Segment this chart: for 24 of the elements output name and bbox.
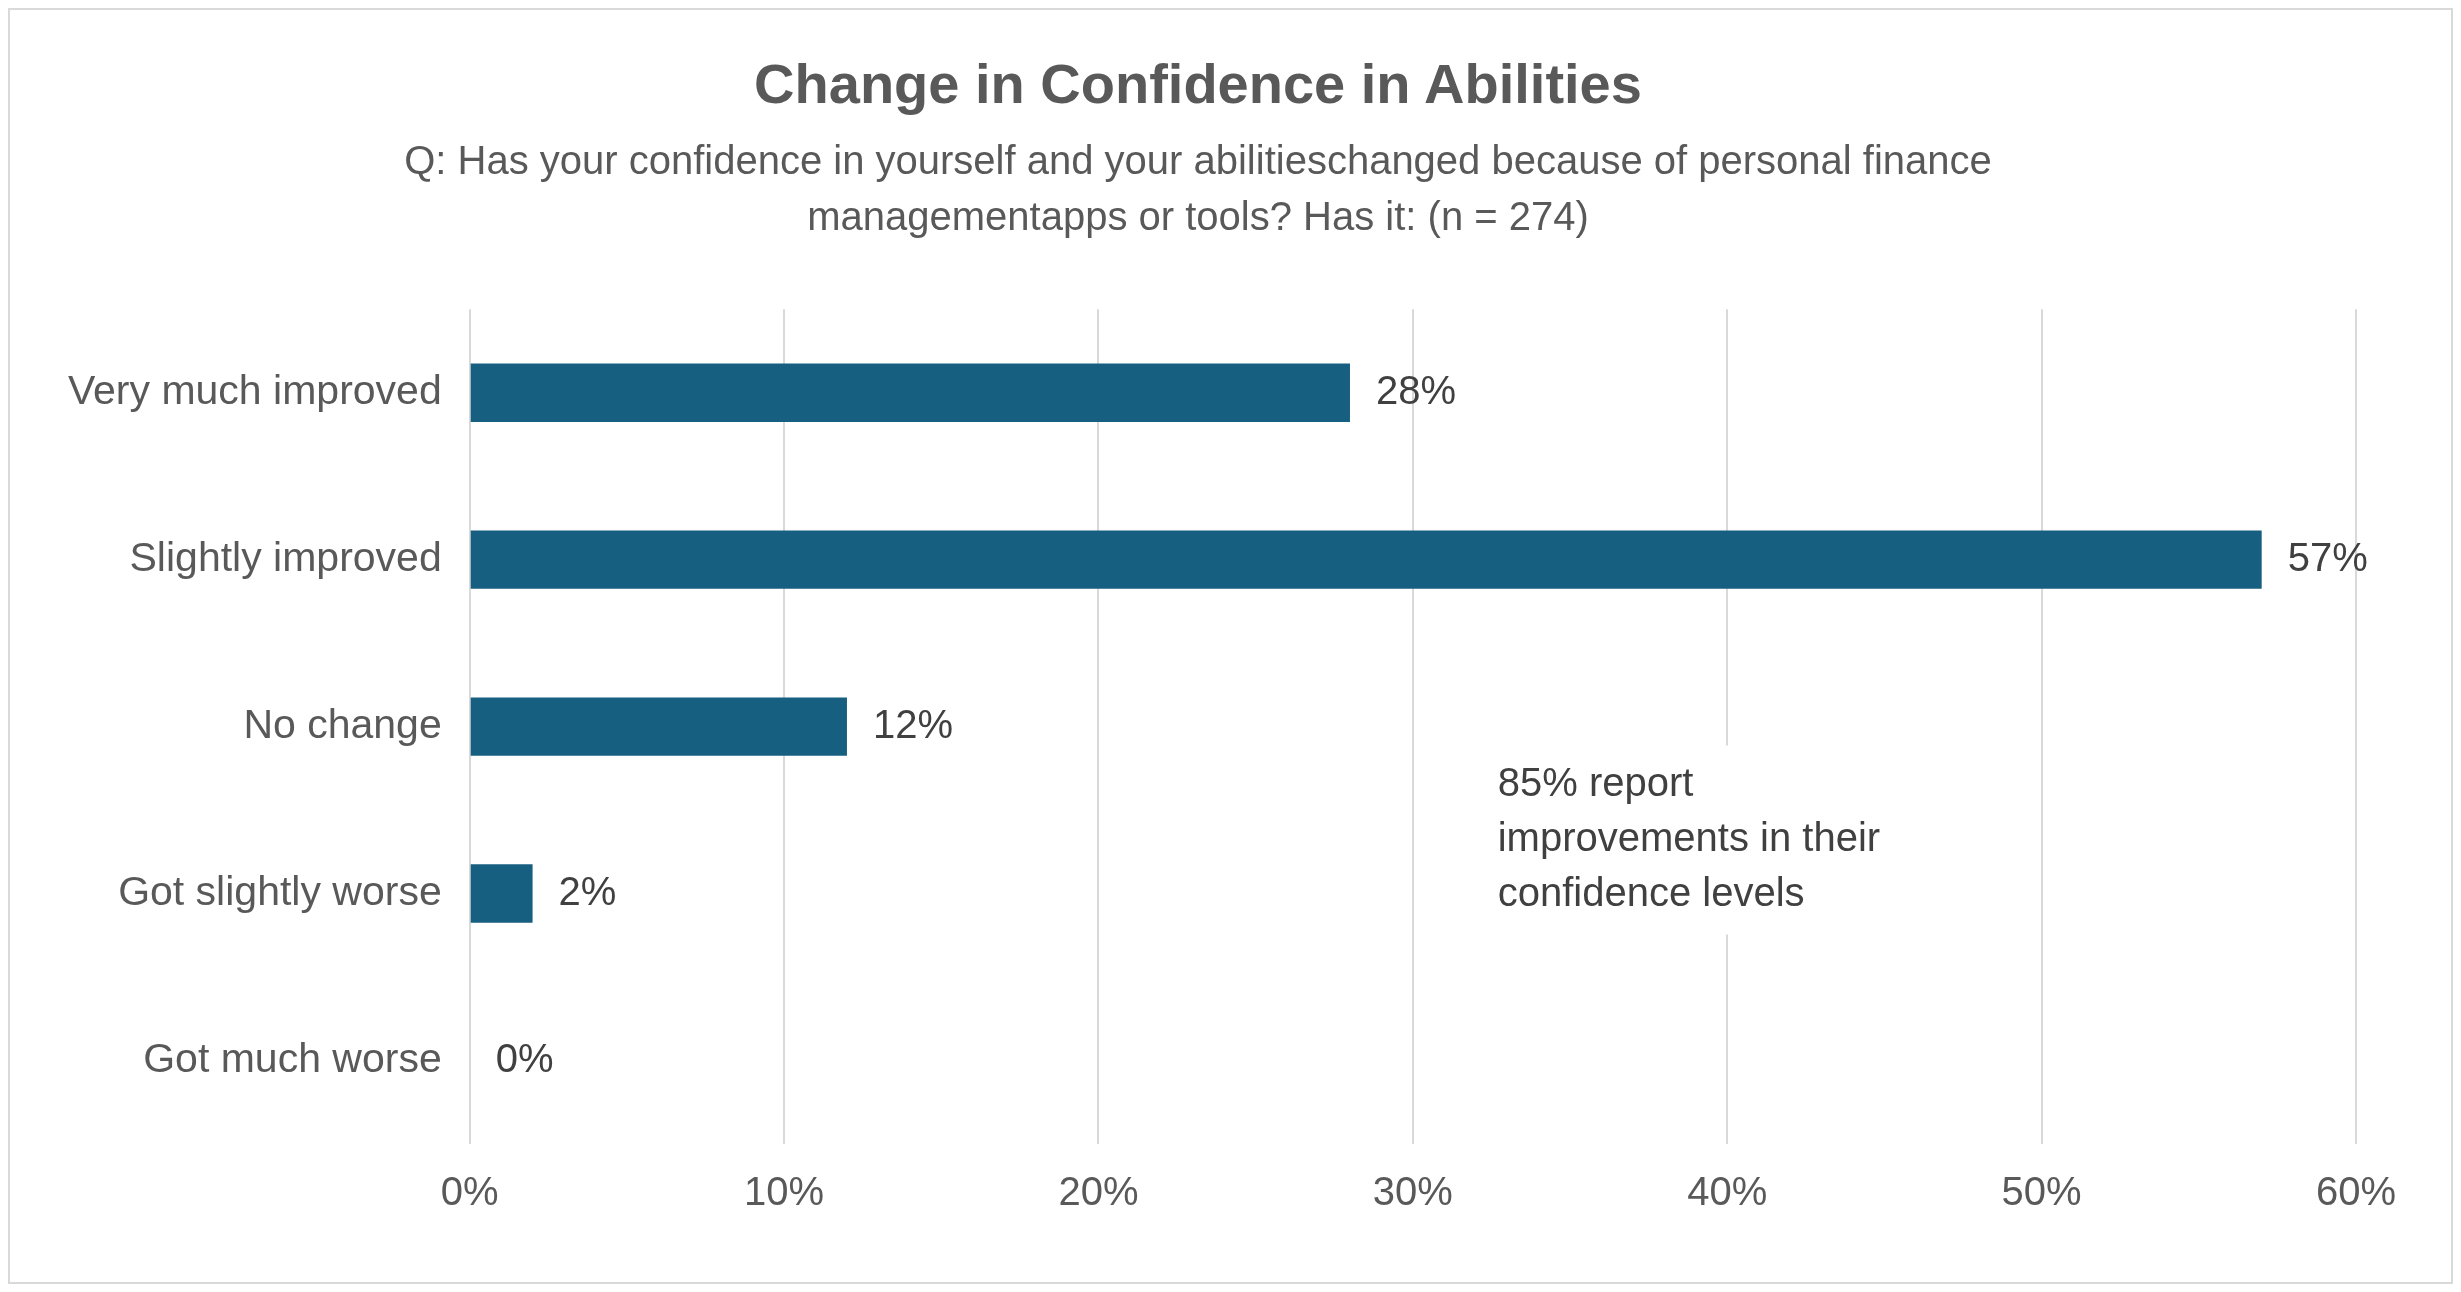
bar [470, 864, 533, 923]
x-tick-label: 20% [1058, 1169, 1139, 1214]
data-label: 28% [1375, 367, 1457, 412]
annotation: 85% report improvements in their confidence levels [1497, 760, 1881, 915]
x-tick-label: 0% [440, 1169, 499, 1214]
y-tick-label: Got slightly worse [118, 867, 442, 914]
chart-title: Change in Confidence in Abilities [754, 52, 1642, 116]
x-tick-label: 30% [1372, 1169, 1453, 1214]
y-tick-label: Slightly improved [129, 533, 442, 580]
bar [470, 530, 2262, 589]
x-tick-label: 40% [1687, 1169, 1768, 1214]
chart-subtitle: Q: Has your confidence in yourself and your abilitieschanged because of personal finance managementapps or tools? Has it: (n = 274) [404, 138, 1992, 239]
y-tick-label: Very much improved [67, 366, 442, 413]
bar [470, 697, 847, 756]
bar [470, 363, 1350, 422]
data-label: 12% [872, 701, 954, 746]
y-tick-label: Got much worse [143, 1034, 442, 1081]
x-tick-label: 60% [2315, 1169, 2397, 1214]
x-tick-label: 50% [2001, 1169, 2082, 1214]
data-label: 2% [558, 868, 617, 913]
data-label: 57% [2287, 534, 2368, 579]
data-label: 0% [495, 1035, 554, 1080]
x-tick-label: 10% [744, 1169, 825, 1214]
y-tick-label: No change [243, 700, 442, 747]
